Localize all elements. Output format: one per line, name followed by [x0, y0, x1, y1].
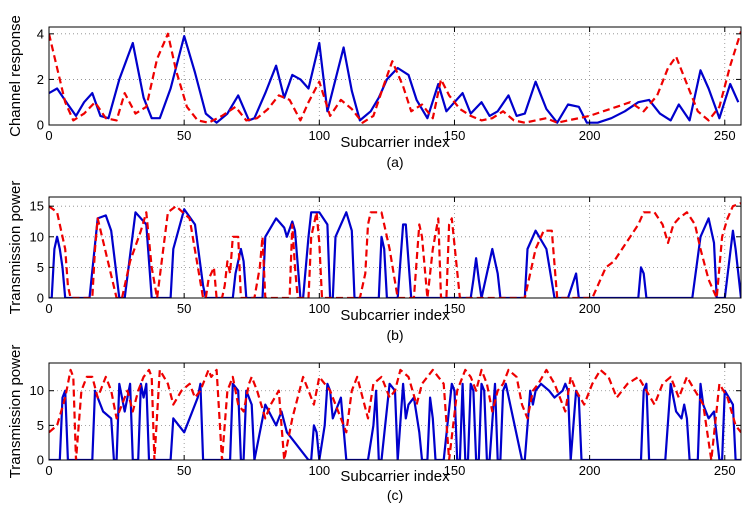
- series-line-solid: [49, 208, 741, 298]
- panel-a: 0 50 100 150 200 250 0 2 4 Subcarrier index Channe…: [7, 15, 742, 170]
- x-tick-label: 250: [714, 463, 736, 478]
- series-line-solid: [49, 382, 741, 460]
- panel-c: 0 50 100 150 200 250 0 5 10 Subcarrier index Trans…: [7, 345, 742, 503]
- y-tick-label: 0: [37, 453, 44, 468]
- x-axis-label: Subcarrier index: [340, 468, 450, 485]
- series-line-solid: [49, 34, 740, 124]
- y-tick-label: 2: [37, 72, 44, 87]
- x-tick-label: 0: [45, 128, 52, 143]
- x-tick-label: 50: [177, 463, 191, 478]
- y-axis-label: Transmission power: [7, 345, 24, 479]
- panel-b: 0 50 100 150 200 250 0 5 10 15 Subcarrier index Tra…: [7, 181, 742, 343]
- x-tick-label: 200: [579, 463, 601, 478]
- x-tick-label: 150: [444, 301, 466, 316]
- y-axis-label: Channel response: [7, 15, 24, 137]
- panel-caption: (b): [386, 327, 403, 343]
- y-tick-label: 10: [30, 383, 44, 398]
- y-tick-label: 0: [37, 118, 44, 133]
- x-tick-label: 200: [579, 128, 601, 143]
- x-tick-label: 50: [177, 128, 191, 143]
- panel-caption: (c): [387, 487, 403, 503]
- x-axis-label: Subcarrier index: [340, 307, 450, 324]
- y-tick-label: 5: [37, 418, 44, 433]
- x-tick-label: 50: [177, 301, 191, 316]
- x-tick-label: 0: [45, 463, 52, 478]
- x-tick-label: 200: [579, 301, 601, 316]
- x-tick-label: 150: [444, 128, 466, 143]
- y-tick-label: 10: [30, 229, 44, 244]
- y-tick-label: 15: [30, 199, 44, 214]
- y-tick-label: 4: [37, 26, 44, 41]
- series-line-dashed: [49, 202, 741, 298]
- y-axis-label: Transmission power: [7, 181, 24, 315]
- x-tick-label: 100: [308, 128, 330, 143]
- plot-frame: [48, 362, 742, 461]
- panel-caption: (a): [386, 154, 403, 170]
- x-tick-label: 250: [714, 128, 736, 143]
- plot-frame: [48, 196, 742, 299]
- y-tick-label: 0: [37, 291, 44, 306]
- series-line-dashed: [49, 368, 741, 460]
- y-tick-label: 5: [37, 260, 44, 275]
- x-tick-label: 0: [45, 301, 52, 316]
- x-tick-label: 100: [308, 301, 330, 316]
- x-tick-label: 250: [714, 301, 736, 316]
- series-line-dashed: [49, 31, 741, 124]
- x-axis-label: Subcarrier index: [340, 134, 450, 151]
- x-tick-label: 100: [308, 463, 330, 478]
- x-tick-label: 150: [444, 463, 466, 478]
- plot-frame: [48, 26, 742, 126]
